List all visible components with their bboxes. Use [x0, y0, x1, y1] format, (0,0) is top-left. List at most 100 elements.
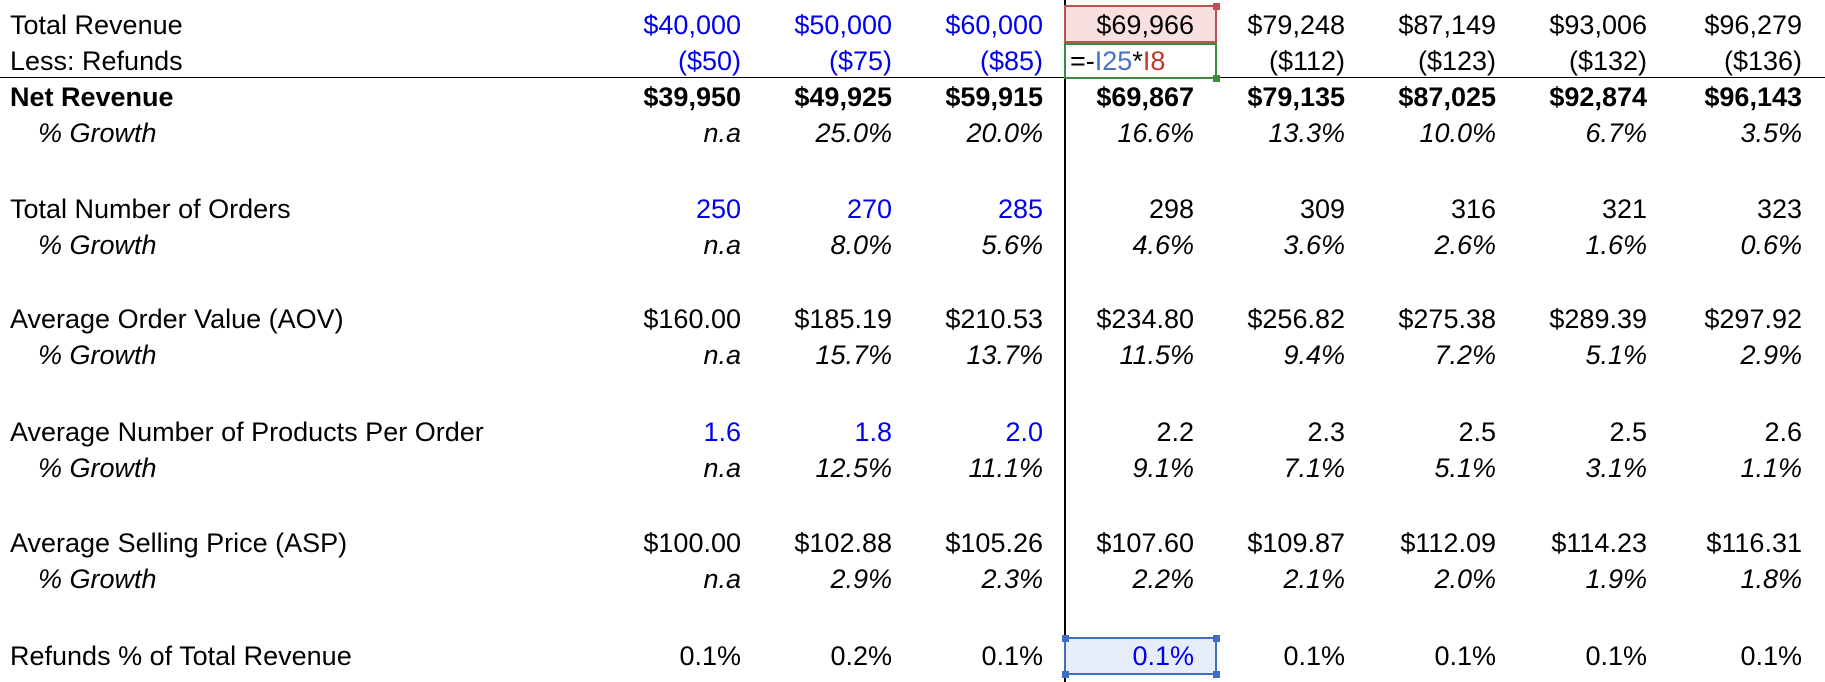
cell-aov-growth-col3[interactable]: 13.7% — [966, 340, 1043, 370]
cell-net-revenue-col6[interactable]: $87,025 — [1398, 82, 1496, 112]
cell-total-revenue-col3[interactable]: $60,000 — [945, 10, 1043, 40]
cell-products-growth-col5[interactable]: 7.1% — [1283, 453, 1345, 483]
cell-aov-growth-col8[interactable]: 2.9% — [1740, 340, 1802, 370]
cell-aov-col2[interactable]: $185.19 — [794, 304, 892, 334]
row-label[interactable]: Refunds % of Total Revenue — [10, 641, 352, 671]
cell-asp-growth-col1[interactable]: n.a — [703, 564, 741, 594]
cell-products-growth-col4[interactable]: 9.1% — [1132, 453, 1194, 483]
cell-aov-col1[interactable]: $160.00 — [643, 304, 741, 334]
cell-refunds-pct-col5[interactable]: 0.1% — [1283, 641, 1345, 671]
cell-asp-col5[interactable]: $109.87 — [1247, 528, 1345, 558]
cell-products-per-order-col6[interactable]: 2.5 — [1458, 417, 1496, 447]
cell-orders-growth-col2[interactable]: 8.0% — [830, 230, 892, 260]
cell-total-revenue-col1[interactable]: $40,000 — [643, 10, 741, 40]
cell-net-revenue-growth-col4[interactable]: 16.6% — [1117, 118, 1194, 148]
selection-handle[interactable] — [1062, 635, 1069, 642]
cell-less-refunds-col7[interactable]: ($132) — [1568, 46, 1647, 76]
cell-products-per-order-col1[interactable]: 1.6 — [703, 417, 741, 447]
cell-asp-growth-col4[interactable]: 2.2% — [1132, 564, 1194, 594]
cell-less-refunds-col2[interactable]: ($75) — [828, 46, 892, 76]
cell-orders-growth-col7[interactable]: 1.6% — [1585, 230, 1647, 260]
row-label[interactable]: Total Number of Orders — [10, 194, 291, 224]
cell-net-revenue-col5[interactable]: $79,135 — [1247, 82, 1345, 112]
cell-less-refunds-col1[interactable]: ($50) — [677, 46, 741, 76]
cell-products-per-order-col2[interactable]: 1.8 — [854, 417, 892, 447]
cell-aov-col3[interactable]: $210.53 — [945, 304, 1043, 334]
cell-net-revenue-growth-col7[interactable]: 6.7% — [1585, 118, 1647, 148]
cell-aov-growth-col1[interactable]: n.a — [703, 340, 741, 370]
cell-less-refunds-col5[interactable]: ($112) — [1268, 46, 1345, 76]
cell-aov-growth-col2[interactable]: 15.7% — [815, 340, 892, 370]
cell-asp-col2[interactable]: $102.88 — [794, 528, 892, 558]
cell-products-per-order-col7[interactable]: 2.5 — [1609, 417, 1647, 447]
row-label[interactable]: % Growth — [38, 230, 157, 260]
cell-orders-growth-col6[interactable]: 2.6% — [1434, 230, 1496, 260]
cell-total-revenue-col7[interactable]: $93,006 — [1549, 10, 1647, 40]
cell-net-revenue-col8[interactable]: $96,143 — [1704, 82, 1802, 112]
cell-aov-col5[interactable]: $256.82 — [1247, 304, 1345, 334]
cell-refunds-pct-col8[interactable]: 0.1% — [1740, 641, 1802, 671]
cell-net-revenue-growth-col5[interactable]: 13.3% — [1268, 118, 1345, 148]
cell-products-growth-col2[interactable]: 12.5% — [815, 453, 892, 483]
cell-products-per-order-col5[interactable]: 2.3 — [1307, 417, 1345, 447]
cell-total-revenue-col6[interactable]: $87,149 — [1398, 10, 1496, 40]
cell-net-revenue-col7[interactable]: $92,874 — [1549, 82, 1647, 112]
referenced-cell-total-revenue[interactable] — [1064, 5, 1217, 43]
cell-total-orders-col3[interactable]: 285 — [997, 194, 1043, 224]
cell-net-revenue-growth-col8[interactable]: 3.5% — [1740, 118, 1802, 148]
cell-refunds-pct-col6[interactable]: 0.1% — [1434, 641, 1496, 671]
cell-asp-growth-col5[interactable]: 2.1% — [1283, 564, 1345, 594]
cell-less-refunds-col6[interactable]: ($123) — [1417, 46, 1496, 76]
cell-orders-growth-col5[interactable]: 3.6% — [1283, 230, 1345, 260]
cell-orders-growth-col8[interactable]: 0.6% — [1740, 230, 1802, 260]
row-label[interactable]: % Growth — [38, 564, 157, 594]
row-label[interactable]: % Growth — [38, 340, 157, 370]
cell-products-per-order-col4[interactable]: 2.2 — [1156, 417, 1194, 447]
cell-asp-col7[interactable]: $114.23 — [1551, 528, 1647, 558]
cell-asp-col1[interactable]: $100.00 — [643, 528, 741, 558]
fill-handle[interactable] — [1213, 75, 1220, 82]
cell-products-growth-col3[interactable]: 11.1% — [968, 453, 1043, 483]
cell-asp-growth-col3[interactable]: 2.3% — [981, 564, 1043, 594]
referenced-cell-refunds-pct[interactable] — [1064, 637, 1217, 675]
row-label[interactable]: Average Selling Price (ASP) — [10, 528, 348, 558]
cell-aov-col7[interactable]: $289.39 — [1549, 304, 1647, 334]
row-label[interactable]: Total Revenue — [10, 10, 183, 40]
row-label[interactable]: Average Number of Products Per Order — [10, 417, 484, 447]
cell-orders-growth-col4[interactable]: 4.6% — [1132, 230, 1194, 260]
cell-refunds-pct-col7[interactable]: 0.1% — [1585, 641, 1647, 671]
cell-products-growth-col1[interactable]: n.a — [703, 453, 741, 483]
cell-less-refunds-col8[interactable]: ($136) — [1723, 46, 1802, 76]
cell-net-revenue-col1[interactable]: $39,950 — [643, 82, 741, 112]
cell-aov-col8[interactable]: $297.92 — [1704, 304, 1802, 334]
cell-total-revenue-col5[interactable]: $79,248 — [1247, 10, 1345, 40]
cell-refunds-pct-col4[interactable]: 0.1% — [1132, 641, 1194, 671]
cell-total-orders-col5[interactable]: 309 — [1299, 194, 1345, 224]
cell-aov-growth-col7[interactable]: 5.1% — [1585, 340, 1647, 370]
cell-asp-growth-col2[interactable]: 2.9% — [830, 564, 892, 594]
cell-orders-growth-col1[interactable]: n.a — [703, 230, 741, 260]
cell-products-per-order-col3[interactable]: 2.0 — [1005, 417, 1043, 447]
cell-net-revenue-growth-col6[interactable]: 10.0% — [1419, 118, 1496, 148]
cell-total-orders-col2[interactable]: 270 — [846, 194, 892, 224]
cell-products-growth-col8[interactable]: 1.1% — [1740, 453, 1802, 483]
cell-net-revenue-growth-col2[interactable]: 25.0% — [815, 118, 892, 148]
cell-asp-growth-col8[interactable]: 1.8% — [1740, 564, 1802, 594]
row-label[interactable]: % Growth — [38, 453, 157, 483]
cell-total-orders-col8[interactable]: 323 — [1756, 194, 1802, 224]
active-cell-formula[interactable] — [1064, 43, 1217, 79]
selection-handle[interactable] — [1213, 635, 1220, 642]
cell-asp-col3[interactable]: $105.26 — [945, 528, 1043, 558]
cell-orders-growth-col3[interactable]: 5.6% — [981, 230, 1043, 260]
row-label[interactable]: Less: Refunds — [10, 46, 183, 76]
row-label[interactable]: % Growth — [38, 118, 157, 148]
cell-aov-growth-col5[interactable]: 9.4% — [1283, 340, 1345, 370]
row-label[interactable]: Net Revenue — [10, 82, 174, 112]
cell-net-revenue-growth-col3[interactable]: 20.0% — [966, 118, 1043, 148]
cell-asp-col4[interactable]: $107.60 — [1096, 528, 1194, 558]
cell-net-revenue-growth-col1[interactable]: n.a — [703, 118, 741, 148]
cell-asp-col8[interactable]: $116.31 — [1706, 528, 1802, 558]
cell-total-orders-col4[interactable]: 298 — [1148, 194, 1194, 224]
cell-total-orders-col1[interactable]: 250 — [695, 194, 741, 224]
